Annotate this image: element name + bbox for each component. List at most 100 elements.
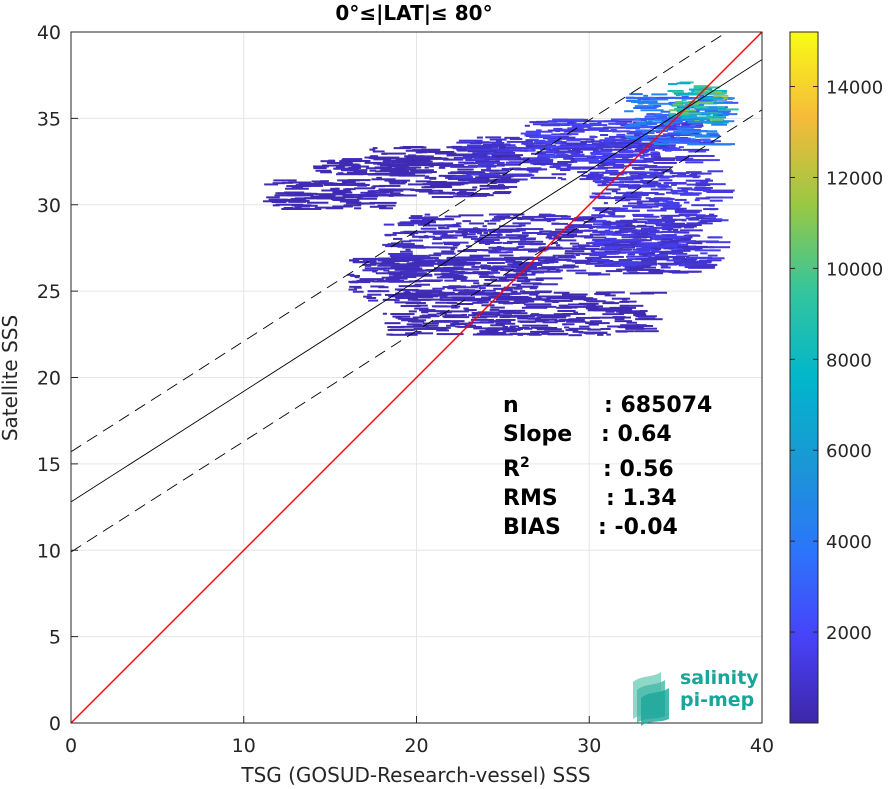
density-cell (492, 247, 519, 250)
density-cell (371, 186, 376, 189)
density-cell (456, 302, 474, 305)
density-cell (462, 271, 468, 274)
density-cell (444, 279, 457, 282)
density-cell (654, 98, 669, 101)
density-cell (622, 172, 628, 175)
density-cell (632, 218, 657, 221)
density-cell (716, 113, 723, 116)
density-cell (569, 217, 597, 220)
density-cell (418, 161, 429, 164)
density-cell (530, 273, 536, 276)
density-cell (511, 237, 525, 240)
density-cell (274, 194, 297, 197)
density-cell (526, 167, 542, 170)
density-cell (692, 242, 703, 245)
density-cell (536, 129, 542, 132)
density-cell (563, 130, 585, 133)
density-cell (464, 261, 472, 264)
density-cell (469, 149, 497, 152)
density-cell (345, 168, 357, 171)
density-cell (572, 330, 584, 333)
density-cell (384, 179, 411, 182)
density-cell (543, 259, 554, 262)
density-cell (530, 243, 542, 246)
density-cell (536, 316, 551, 319)
density-cell (664, 244, 677, 247)
density-cell (419, 231, 426, 234)
density-cell (360, 191, 387, 194)
density-cell (398, 257, 416, 260)
density-cell (468, 321, 495, 324)
density-cell (616, 330, 628, 333)
density-cell (369, 201, 397, 204)
density-cell (377, 259, 399, 262)
density-cell (680, 128, 687, 131)
density-cell (644, 166, 672, 169)
stat-label: RMS (503, 486, 558, 511)
density-cell (535, 141, 561, 144)
density-cell (326, 162, 353, 165)
density-cell (330, 187, 337, 190)
colorbar (789, 31, 819, 724)
colorbar-tick-label: 6000 (826, 441, 872, 462)
density-cell (464, 178, 486, 181)
density-cell (470, 259, 491, 262)
density-cell (510, 290, 518, 293)
density-cell (640, 291, 668, 294)
density-cell (443, 175, 455, 178)
density-cell (533, 163, 553, 166)
density-cell (490, 300, 510, 303)
density-cell (580, 124, 593, 127)
density-cell (561, 215, 571, 218)
density-cell (639, 156, 645, 159)
density-cell (572, 160, 578, 163)
density-cell (387, 326, 405, 329)
density-cell (684, 263, 706, 266)
density-cell (394, 276, 408, 279)
density-cell (342, 180, 356, 183)
density-cell (627, 229, 638, 232)
density-cell (530, 176, 557, 179)
density-cell (529, 147, 547, 150)
density-cell (655, 204, 682, 207)
density-cell (666, 136, 671, 139)
density-cell (438, 246, 458, 249)
density-cell (493, 287, 505, 290)
density-cell (582, 216, 593, 219)
density-cell (370, 157, 397, 160)
density-cell (564, 250, 585, 253)
density-cell (536, 318, 558, 321)
density-cell (642, 98, 658, 101)
density-cell (707, 259, 722, 262)
density-cell (495, 322, 516, 325)
density-cell (407, 183, 431, 186)
density-cell (543, 261, 555, 264)
density-cell (680, 125, 701, 128)
density-cell (662, 206, 681, 209)
density-cell (677, 112, 705, 115)
density-cell (425, 326, 451, 329)
density-cell (501, 289, 513, 292)
y-tick-label: 10 (37, 540, 61, 562)
density-cell (714, 91, 722, 94)
density-cell (487, 327, 513, 330)
density-cell (633, 106, 657, 109)
density-cell (443, 158, 464, 161)
density-cell (566, 259, 594, 262)
density-cell (328, 159, 335, 162)
density-cell (457, 250, 477, 253)
density-cell (605, 169, 619, 172)
density-cell (616, 130, 631, 133)
density-cell (306, 201, 329, 204)
density-cell (618, 262, 642, 265)
density-cell (554, 151, 577, 154)
density-cell (653, 222, 672, 225)
density-cell (587, 309, 607, 312)
density-cell (515, 276, 529, 279)
density-cell (591, 252, 604, 255)
density-cell (709, 246, 731, 249)
density-cell (618, 150, 627, 153)
density-cell (657, 140, 681, 143)
density-cell (634, 225, 654, 228)
density-cell (356, 279, 375, 282)
